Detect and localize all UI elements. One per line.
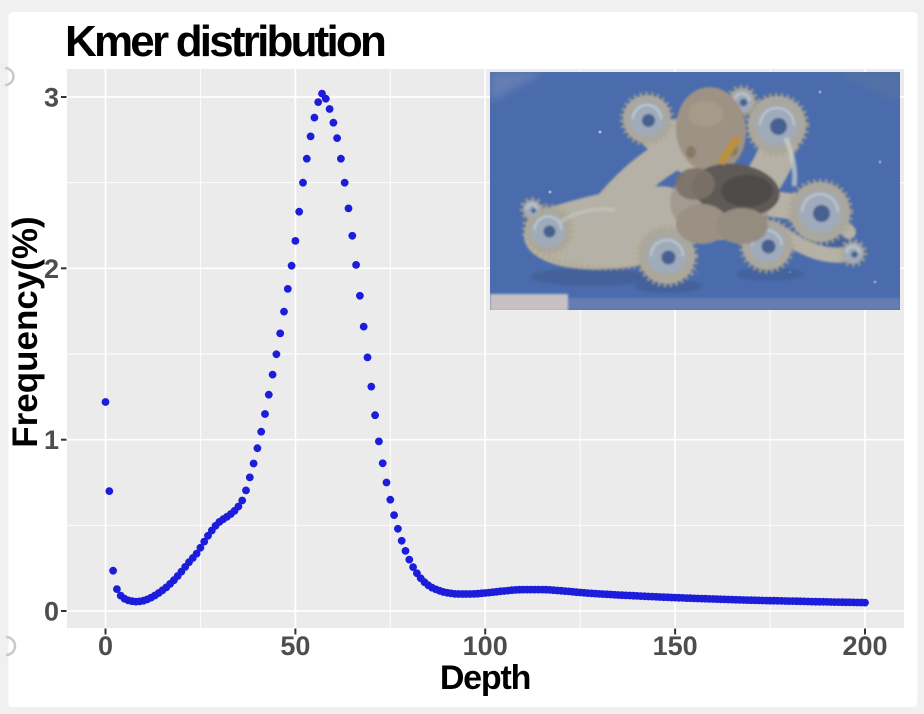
svg-text:50: 50 bbox=[280, 631, 310, 661]
svg-text:200: 200 bbox=[842, 631, 887, 661]
svg-text:0: 0 bbox=[98, 631, 113, 661]
svg-text:Depth: Depth bbox=[440, 659, 530, 697]
svg-text:2: 2 bbox=[44, 254, 59, 284]
svg-text:3: 3 bbox=[44, 83, 59, 113]
svg-text:150: 150 bbox=[653, 631, 698, 661]
svg-text:Frequency(%): Frequency(%) bbox=[6, 216, 45, 447]
svg-text:1: 1 bbox=[44, 425, 59, 455]
svg-text:Kmer distribution: Kmer distribution bbox=[65, 17, 385, 66]
svg-text:100: 100 bbox=[463, 631, 508, 661]
svg-text:0: 0 bbox=[44, 597, 59, 627]
